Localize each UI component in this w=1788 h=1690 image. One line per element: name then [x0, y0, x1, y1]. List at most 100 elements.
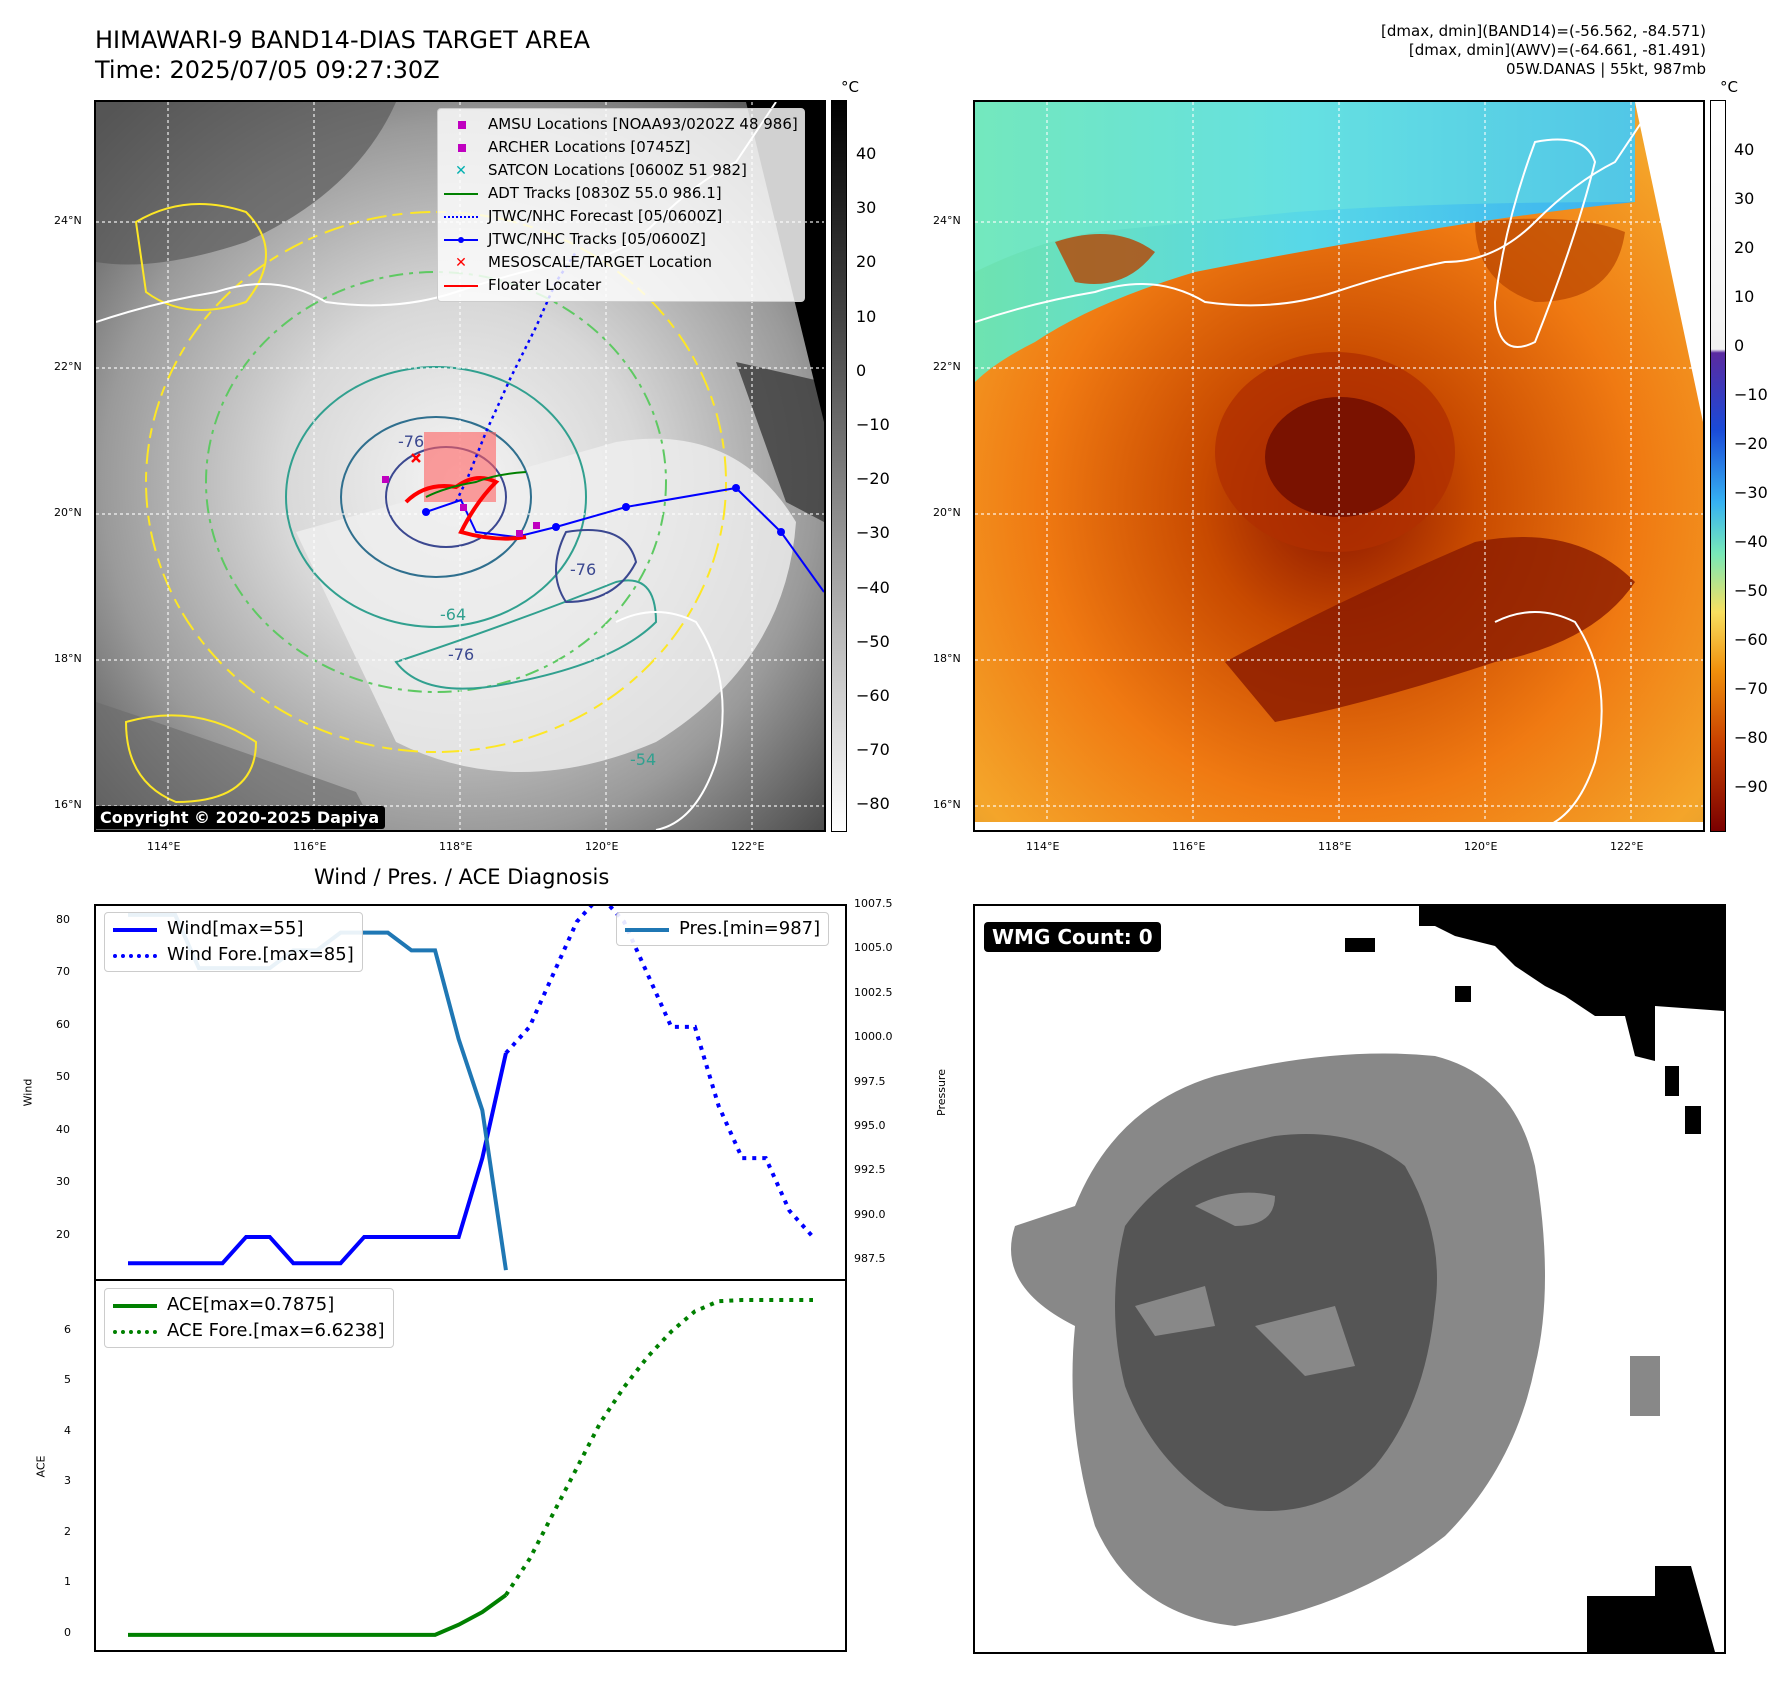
wind-tick: 70	[56, 965, 70, 979]
legend-pressure: Pres.[min=987]	[625, 916, 820, 942]
chart-time: Time: 2025/07/05 09:27:30Z	[95, 56, 440, 84]
wind-tick: 60	[56, 1017, 70, 1031]
lat-label: 22°N	[54, 360, 82, 373]
ace-tick: 0	[64, 1625, 71, 1639]
lat-label: 24°N	[54, 214, 82, 227]
diagnosis-title: Wind / Pres. / ACE Diagnosis	[314, 865, 610, 889]
lon-label: 120°E	[1464, 840, 1498, 853]
legend-ace: ACE[max=0.7875]	[113, 1292, 385, 1318]
ace-legend: ACE[max=0.7875] ACE Fore.[max=6.6238]	[104, 1288, 394, 1348]
colorbar-tick: −70	[856, 740, 890, 760]
info-storm-name: 05W.DANAS | 55kt, 987mb	[1505, 60, 1706, 78]
legend-mesoscale: ✕ MESOSCALE/TARGET Location	[455, 253, 713, 271]
colorbar-tick: 20	[856, 252, 877, 272]
ace-tick: 6	[64, 1322, 71, 1336]
legend-ace-forecast: ACE Fore.[max=6.6238]	[113, 1318, 385, 1344]
ace-tick: 2	[64, 1524, 71, 1538]
left-map-legend: AMSU Locations [NOAA93/0202Z 48 986] ARC…	[437, 108, 805, 302]
wind-legend: Wind[max=55] Wind Fore.[max=85]	[104, 912, 363, 972]
right-map-image	[975, 102, 1703, 830]
lat-label: 20°N	[933, 506, 961, 519]
colorbar-tick: −80	[1734, 728, 1768, 747]
pressure-tick: 992.5	[854, 1163, 886, 1177]
colorbar-tick: 0	[856, 360, 867, 380]
pressure-tick: 987.5	[854, 1252, 886, 1266]
lat-label: 24°N	[933, 214, 961, 227]
colorbar-tick: −90	[1734, 777, 1768, 796]
info-band14-range: [dmax, dmin](BAND14)=(-56.562, -84.571)	[1381, 22, 1706, 40]
ace-tick: 3	[64, 1474, 71, 1488]
legend-amsu: AMSU Locations [NOAA93/0202Z 48 986]	[444, 113, 798, 136]
contour-label: -76	[448, 645, 475, 664]
legend-wind: Wind[max=55]	[113, 916, 354, 942]
lon-label: 118°E	[439, 840, 473, 853]
pressure-axis-label: Pressure	[934, 1069, 948, 1116]
colorbar-tick: −40	[1734, 532, 1768, 551]
colorbar-tick: −60	[1734, 630, 1768, 649]
lat-label: 16°N	[933, 798, 961, 811]
pressure-tick: 1000.0	[854, 1030, 893, 1044]
copyright-badge: Copyright © 2020-2025 Dapiya	[94, 806, 386, 829]
colorbar-tick: −20	[1734, 434, 1768, 453]
ace-svg	[128, 1298, 813, 1637]
colorbar-tick: −40	[856, 577, 890, 597]
colorbar-tick: 40	[1734, 140, 1755, 159]
lon-label: 116°E	[1172, 840, 1206, 853]
series-line	[504, 1298, 813, 1597]
colorbar-tick: 0	[1734, 336, 1745, 355]
pressure-tick: 1007.5	[854, 897, 893, 910]
wmg-image	[1011, 906, 1724, 1652]
lat-label: 20°N	[54, 506, 82, 519]
ace-tick: 4	[64, 1423, 71, 1437]
lon-label: 122°E	[731, 840, 765, 853]
colorbar-tick: −10	[1734, 385, 1768, 404]
lat-label: 18°N	[933, 652, 961, 665]
legend-adt: ADT Tracks [0830Z 55.0 986.1]	[444, 182, 798, 205]
series-line	[128, 1593, 508, 1637]
ace-plot	[94, 1279, 847, 1652]
right-colorbar-unit: °C	[1720, 78, 1738, 96]
legend-floater: Floater Locater	[444, 274, 798, 297]
lon-label: 122°E	[1610, 840, 1644, 853]
wind-tick: 40	[56, 1122, 70, 1136]
wind-tick: 80	[56, 912, 70, 926]
legend-jtwc-forecast: JTWC/NHC Forecast [05/0600Z]	[444, 205, 798, 228]
contour-label: -64	[440, 605, 467, 624]
colorbar-tick: −60	[856, 686, 890, 705]
colorbar-tick: −20	[856, 469, 890, 489]
pressure-tick: 990.0	[854, 1207, 886, 1221]
colorbar-tick: −30	[856, 523, 890, 543]
left-colorbar	[831, 100, 847, 832]
left-colorbar-unit: °C	[841, 78, 859, 96]
colorbar-tick: 40	[856, 144, 877, 163]
wind-tick: 30	[56, 1175, 70, 1189]
colorbar-tick: 30	[856, 198, 877, 218]
colorbar-tick: −10	[856, 415, 890, 434]
colorbar-tick: 10	[856, 306, 877, 326]
lat-label: 16°N	[54, 798, 82, 811]
lon-label: 118°E	[1318, 840, 1352, 853]
lon-label: 116°E	[293, 840, 327, 853]
series-line	[504, 906, 815, 1239]
right-awv-map	[973, 100, 1705, 832]
lon-label: 120°E	[585, 840, 619, 853]
legend-satcon: ✕ SATCON Locations [0600Z 51 982]	[455, 161, 747, 179]
contour-label: -54	[630, 750, 657, 769]
colorbar-tick: −70	[1734, 679, 1768, 698]
lat-label: 18°N	[54, 652, 82, 665]
wind-axis-label: Wind	[21, 1078, 35, 1107]
colorbar-tick: 30	[1734, 189, 1755, 208]
legend-jtwc-tracks: JTWC/NHC Tracks [05/0600Z]	[444, 228, 798, 251]
colorbar-tick: −50	[856, 631, 890, 651]
wind-tick: 50	[56, 1070, 70, 1084]
right-colorbar	[1710, 100, 1726, 832]
pressure-legend: Pres.[min=987]	[616, 912, 830, 946]
wind-tick: 20	[56, 1227, 70, 1241]
colorbar-tick: −80	[856, 794, 890, 814]
ace-tick: 1	[64, 1575, 71, 1589]
pressure-tick: 995.0	[854, 1119, 886, 1133]
chart-title: HIMAWARI-9 BAND14-DIAS TARGET AREA	[95, 26, 591, 54]
pressure-tick: 1002.5	[854, 985, 893, 999]
contour-label: -76	[570, 560, 597, 579]
wmg-panel	[973, 904, 1726, 1654]
